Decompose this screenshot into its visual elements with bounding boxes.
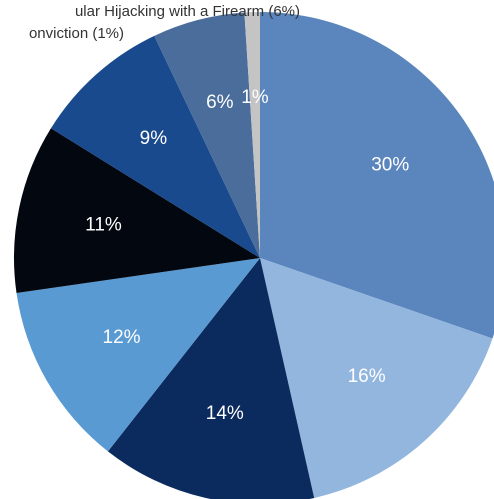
pie-slice xyxy=(50,35,260,259)
annotation: ular Hijacking with a Firearm (6%) xyxy=(75,3,300,20)
slice-label: 1% xyxy=(241,87,269,108)
pie-slice xyxy=(260,12,494,339)
annotation: onviction (1%) xyxy=(29,25,124,42)
slice-label: 14% xyxy=(206,403,244,424)
pie-slice xyxy=(154,12,260,259)
pie-slice xyxy=(260,258,493,498)
pie-slice xyxy=(16,258,261,452)
slice-label: 16% xyxy=(348,366,386,387)
slice-label: 11% xyxy=(85,214,122,235)
slice-label: 6% xyxy=(206,92,234,113)
pie xyxy=(14,12,494,499)
pie-slice xyxy=(107,258,315,499)
slice-label: 30% xyxy=(371,154,409,175)
slice-label: 12% xyxy=(103,327,141,348)
pie-slice xyxy=(244,12,260,258)
pie-slice xyxy=(14,128,261,294)
slice-label: 9% xyxy=(140,128,168,149)
